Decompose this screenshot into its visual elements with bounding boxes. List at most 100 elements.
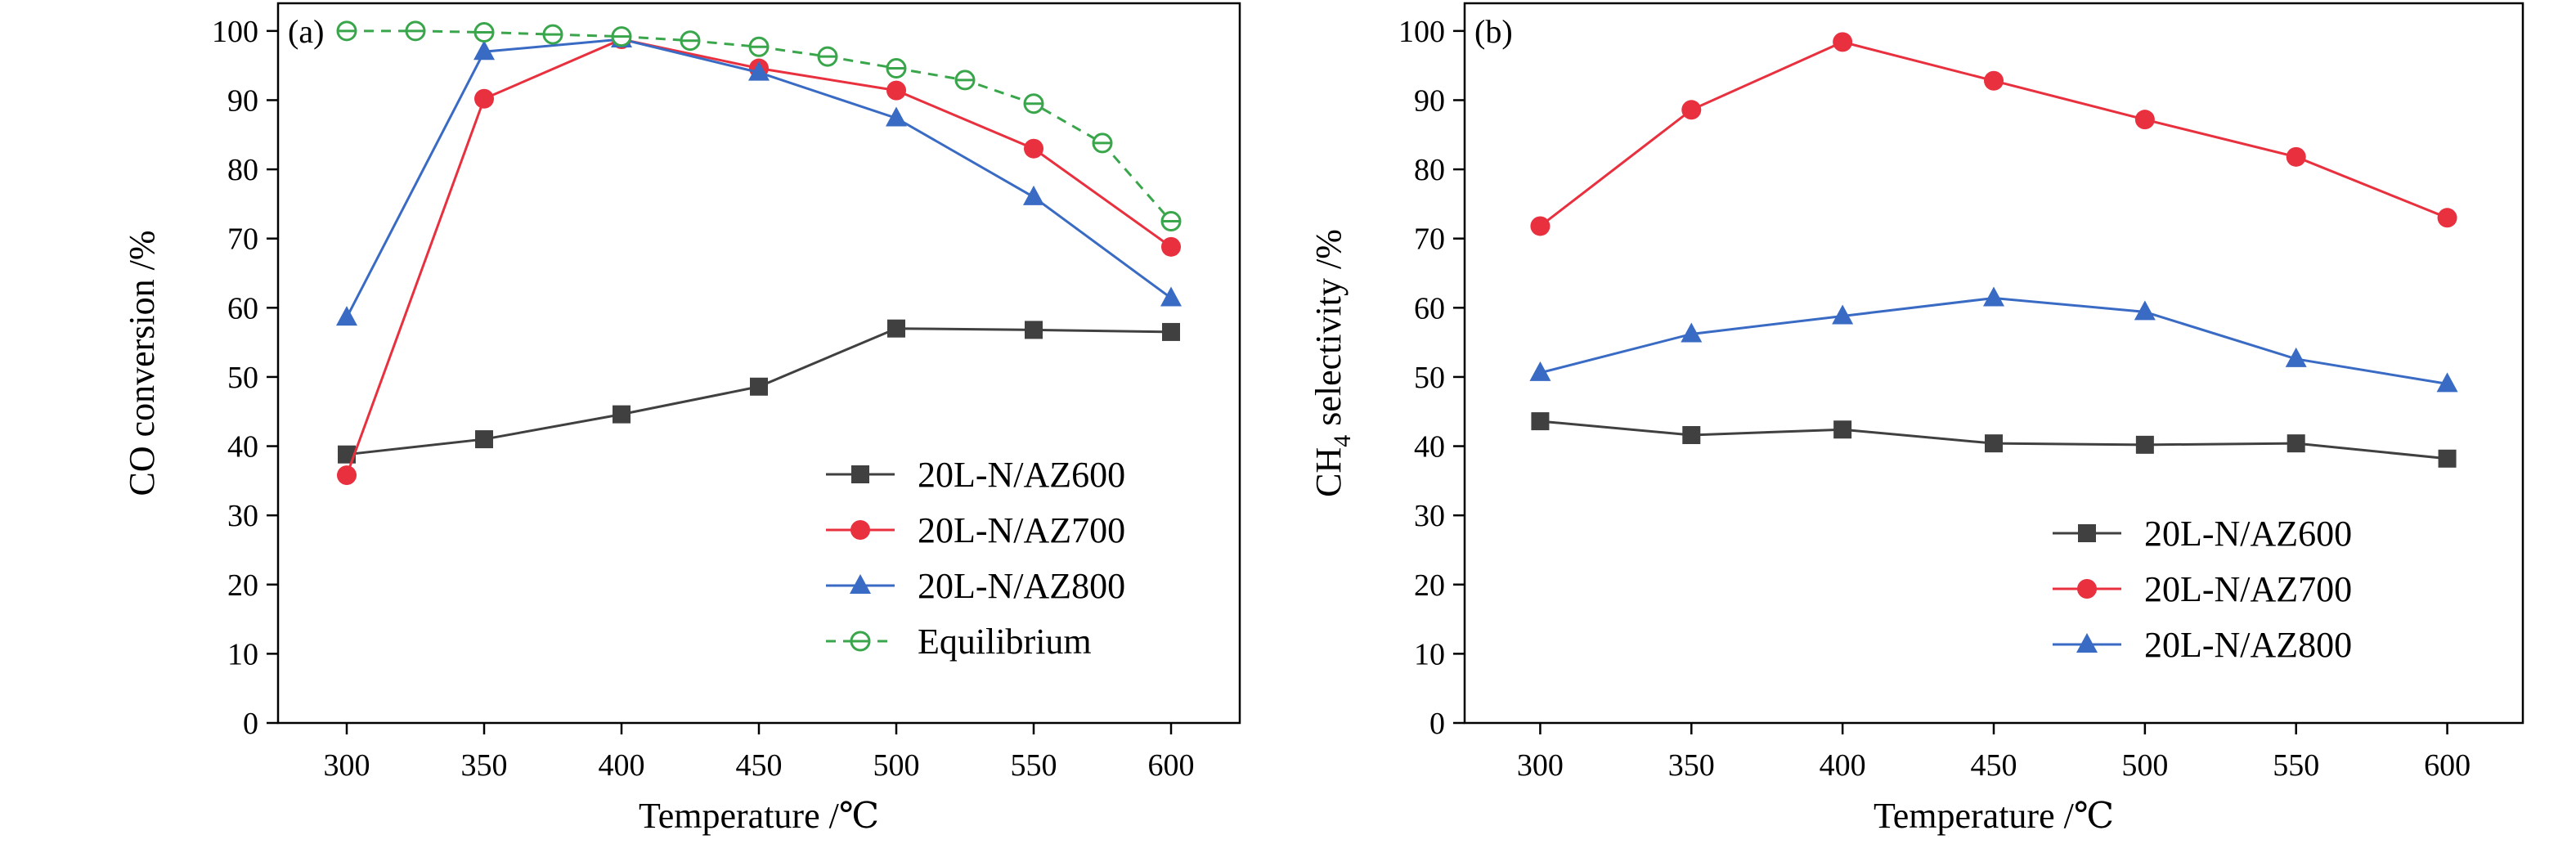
x-tick-label: 600 bbox=[1148, 748, 1195, 783]
data-point bbox=[1529, 361, 1551, 381]
data-point bbox=[2287, 434, 2305, 453]
data-point bbox=[338, 445, 356, 464]
y-tick-label: 60 bbox=[227, 291, 258, 325]
data-point bbox=[887, 319, 905, 338]
series-line bbox=[345, 38, 1172, 476]
data-point bbox=[1023, 93, 1044, 114]
x-tick-label: 600 bbox=[2424, 748, 2471, 783]
y-tick-label: 20 bbox=[1414, 568, 1445, 603]
x-axis-label: Temperature /℃ bbox=[1874, 796, 2114, 836]
legend-item: 20L-N/AZ800 bbox=[826, 566, 1125, 606]
y-axis-label-subscript: 4 bbox=[1329, 435, 1356, 447]
legend-label: 20L-N/AZ600 bbox=[2144, 514, 2352, 554]
data-point bbox=[1531, 412, 1550, 431]
data-point bbox=[473, 22, 495, 43]
plot-frame bbox=[276, 2, 1241, 725]
data-point bbox=[1161, 236, 1181, 257]
data-point bbox=[2135, 435, 2154, 454]
plot-frame bbox=[1463, 2, 2524, 725]
y-tick-label: 30 bbox=[227, 499, 258, 533]
data-point bbox=[405, 20, 426, 42]
x-tick-label: 450 bbox=[1971, 748, 2017, 783]
data-point bbox=[2438, 449, 2457, 468]
data-point bbox=[337, 465, 357, 486]
y-tick-label: 10 bbox=[1414, 637, 1445, 671]
data-point bbox=[1833, 32, 1853, 52]
y-tick-label: 90 bbox=[227, 83, 258, 118]
x-tick-label: 300 bbox=[1517, 748, 1564, 783]
x-tick-label: 550 bbox=[1011, 748, 1057, 783]
y-tick-label: 40 bbox=[1414, 430, 1445, 465]
data-point bbox=[473, 40, 495, 61]
legend-swatch-marker bbox=[850, 631, 871, 652]
x-tick-label: 350 bbox=[461, 748, 508, 783]
data-point bbox=[954, 70, 976, 91]
data-point bbox=[750, 377, 768, 396]
legend-label: 20L-N/AZ700 bbox=[918, 510, 1125, 550]
series-20L-N/AZ600 bbox=[1531, 412, 2457, 468]
legend-swatch-marker bbox=[2077, 579, 2097, 599]
y-tick-label: 50 bbox=[1414, 361, 1445, 395]
panel-label: (a) bbox=[288, 13, 324, 50]
data-point bbox=[1162, 322, 1180, 341]
data-point bbox=[2134, 110, 2155, 130]
data-point bbox=[2286, 146, 2306, 167]
y-tick-label: 70 bbox=[1414, 222, 1445, 257]
legend-item: 20L-N/AZ600 bbox=[826, 455, 1125, 495]
y-tick-label: 30 bbox=[1414, 499, 1445, 533]
data-point bbox=[748, 61, 770, 81]
data-point bbox=[613, 405, 631, 424]
data-point bbox=[336, 20, 357, 42]
series-Equilibrium bbox=[336, 20, 1182, 232]
y-axis-label-main: CH bbox=[1308, 447, 1349, 497]
legend-swatch-marker bbox=[2078, 524, 2096, 542]
y-axis-label-rest: selectivity /% bbox=[1308, 229, 1349, 435]
data-point bbox=[1025, 321, 1043, 339]
y-tick-label: 80 bbox=[227, 153, 258, 187]
data-point bbox=[748, 36, 770, 57]
panel-label: (b) bbox=[1474, 13, 1513, 50]
legend-item: 20L-N/AZ700 bbox=[826, 510, 1125, 550]
legend-swatch-marker bbox=[851, 465, 869, 483]
data-point bbox=[1985, 434, 2003, 453]
data-point bbox=[611, 26, 632, 47]
legend: 20L-N/AZ600 20L-N/AZ700 20L-N/AZ800 bbox=[2053, 514, 2352, 665]
data-point bbox=[1984, 70, 2004, 91]
legend-swatch-marker bbox=[850, 520, 870, 540]
y-tick-label: 0 bbox=[1429, 707, 1445, 741]
data-point bbox=[886, 80, 906, 101]
x-axis-label: Temperature /℃ bbox=[639, 796, 879, 836]
data-point bbox=[1530, 216, 1551, 236]
data-point bbox=[475, 430, 493, 449]
data-point bbox=[2436, 372, 2458, 393]
data-point bbox=[2285, 347, 2307, 367]
series-line bbox=[1540, 296, 2448, 385]
legend-swatch-marker bbox=[850, 574, 871, 594]
legend: 20L-N/AZ600 20L-N/AZ700 20L-N/AZ800 Equilib… bbox=[826, 455, 1125, 662]
series-20L-N/AZ600 bbox=[338, 319, 1180, 464]
legend-label: Equilibrium bbox=[918, 622, 1092, 662]
legend-item: Equilibrium bbox=[826, 622, 1092, 662]
data-point bbox=[1681, 100, 1702, 120]
data-point bbox=[1983, 286, 2004, 307]
data-point bbox=[542, 24, 563, 45]
data-point bbox=[336, 306, 357, 326]
y-axis-label: CH4 selectivity /% bbox=[1308, 229, 1356, 497]
legend-label: 20L-N/AZ800 bbox=[2144, 625, 2352, 665]
data-point bbox=[1160, 211, 1182, 232]
legend-label: 20L-N/AZ800 bbox=[918, 566, 1125, 606]
data-point bbox=[474, 88, 494, 109]
series-20L-N/AZ800 bbox=[336, 28, 1182, 326]
series-20L-N/AZ800 bbox=[1529, 286, 2458, 393]
x-tick-label: 400 bbox=[1820, 748, 1866, 783]
series-20L-N/AZ700 bbox=[1530, 32, 2457, 236]
x-tick-label: 550 bbox=[2273, 748, 2319, 783]
data-point bbox=[1024, 138, 1043, 159]
y-tick-label: 70 bbox=[227, 222, 258, 257]
legend-label: 20L-N/AZ700 bbox=[2144, 569, 2352, 609]
x-tick-label: 350 bbox=[1668, 748, 1715, 783]
y-tick-label: 90 bbox=[1414, 83, 1445, 118]
legend-item: 20L-N/AZ800 bbox=[2053, 625, 2352, 665]
panel-b: 300 350 400 450 500 550 600 0 10 20 30 40 50 60 70 80 90… bbox=[1308, 2, 2524, 836]
data-point bbox=[1160, 286, 1182, 307]
